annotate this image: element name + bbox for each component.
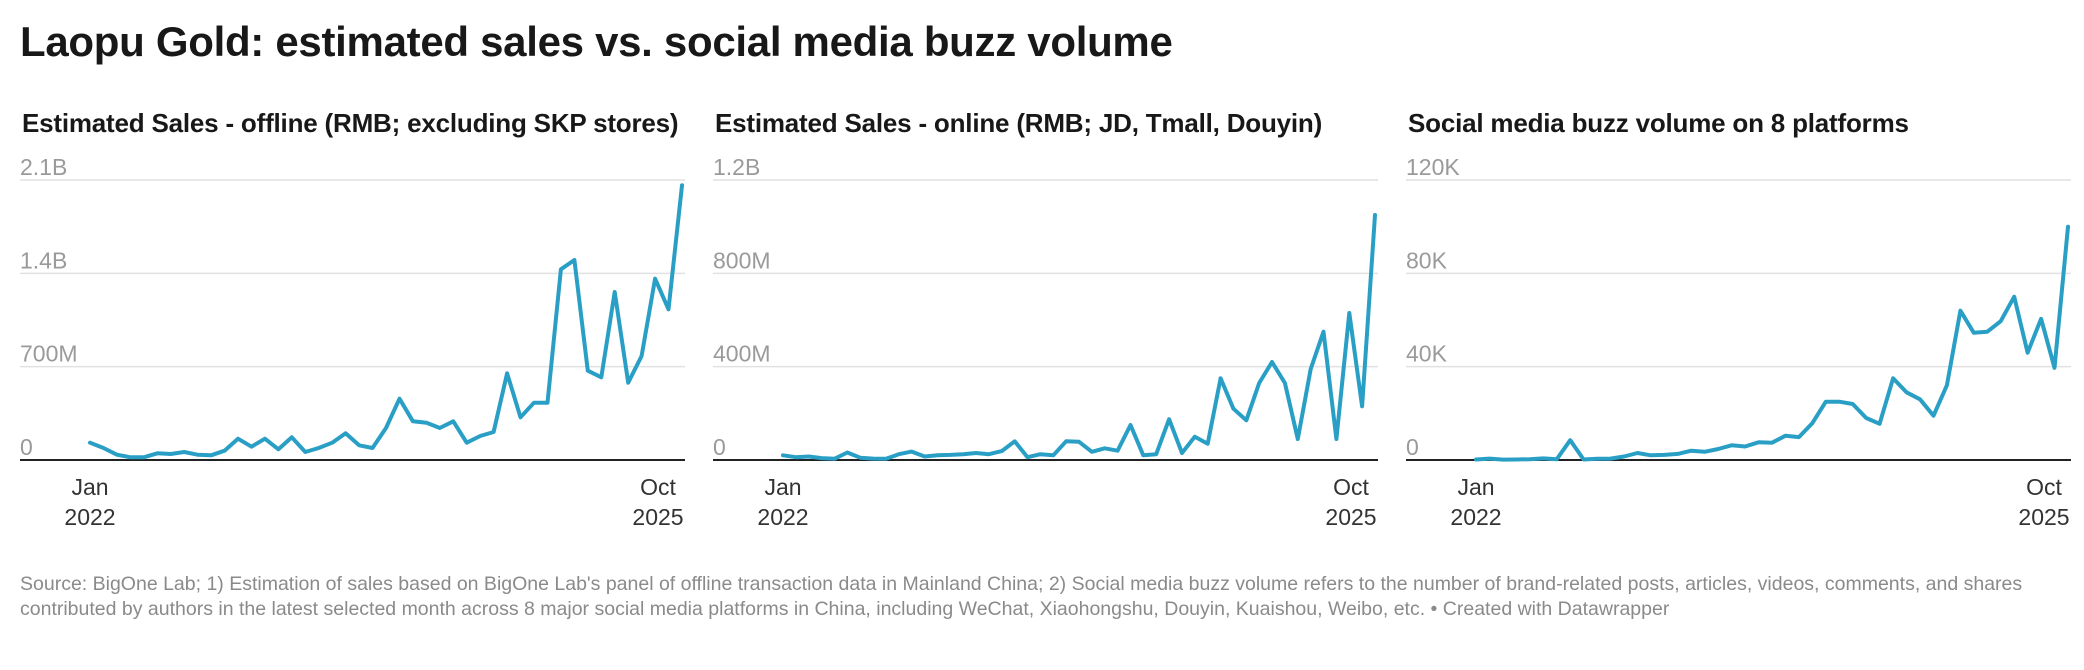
y-tick-label: 0 xyxy=(20,434,33,460)
chart-title: Estimated Sales - online (RMB; JD, Tmall… xyxy=(715,108,1323,138)
line-chart-offline-sales: 0 700M 1.4B 2.1B Jan 2022 Oct 2025 xyxy=(20,154,685,530)
y-tick-label: 2.1B xyxy=(20,154,67,180)
page-title: Laopu Gold: estimated sales vs. social m… xyxy=(20,18,1173,65)
x-tick-label: Jan xyxy=(764,474,801,500)
y-tick-label: 40K xyxy=(1406,341,1448,367)
chart-title: Social media buzz volume on 8 platforms xyxy=(1408,108,1909,138)
x-tick-label: Jan xyxy=(1457,474,1494,500)
x-tick-label: Oct xyxy=(640,474,676,500)
line-chart-online-sales: 0 400M 800M 1.2B Jan 2022 Oct 2025 xyxy=(713,154,1378,530)
line-chart-social-buzz: 0 40K 80K 120K Jan 2022 Oct 2025 xyxy=(1406,154,2071,530)
x-tick-label: 2025 xyxy=(632,504,683,530)
y-tick-label: 1.2B xyxy=(713,154,760,180)
y-tick-label: 0 xyxy=(713,434,726,460)
y-tick-label: 0 xyxy=(1406,434,1419,460)
source-text: Source: BigOne Lab; 1) Estimation of sal… xyxy=(20,573,2023,620)
y-tick-label: 800M xyxy=(713,247,771,273)
x-tick-label: 2025 xyxy=(2018,504,2069,530)
y-tick-label: 1.4B xyxy=(20,247,67,273)
x-tick-label: 2022 xyxy=(757,504,808,530)
y-tick-label: 120K xyxy=(1406,154,1460,180)
series-line xyxy=(781,213,1377,461)
x-tick-label: 2025 xyxy=(1325,504,1376,530)
y-tick-label: 80K xyxy=(1406,247,1448,273)
chart-panel-social-buzz: Social media buzz volume on 8 platforms … xyxy=(1406,108,2071,538)
x-tick-label: Jan xyxy=(71,474,108,500)
y-tick-label: 400M xyxy=(713,341,771,367)
chart-panel-online-sales: Estimated Sales - online (RMB; JD, Tmall… xyxy=(713,108,1378,538)
x-tick-label: 2022 xyxy=(1450,504,1501,530)
chart-title: Estimated Sales - offline (RMB; excludin… xyxy=(22,108,679,138)
x-tick-label: Oct xyxy=(2026,474,2062,500)
source-note: Source: BigOne Lab; 1) Estimation of sal… xyxy=(20,572,2060,622)
y-tick-label: 700M xyxy=(20,341,78,367)
series-line xyxy=(88,183,684,460)
chart-panel-offline-sales: Estimated Sales - offline (RMB; excludin… xyxy=(20,108,685,538)
x-tick-label: Oct xyxy=(1333,474,1369,500)
x-tick-label: 2022 xyxy=(64,504,115,530)
series-line xyxy=(1474,224,2070,462)
